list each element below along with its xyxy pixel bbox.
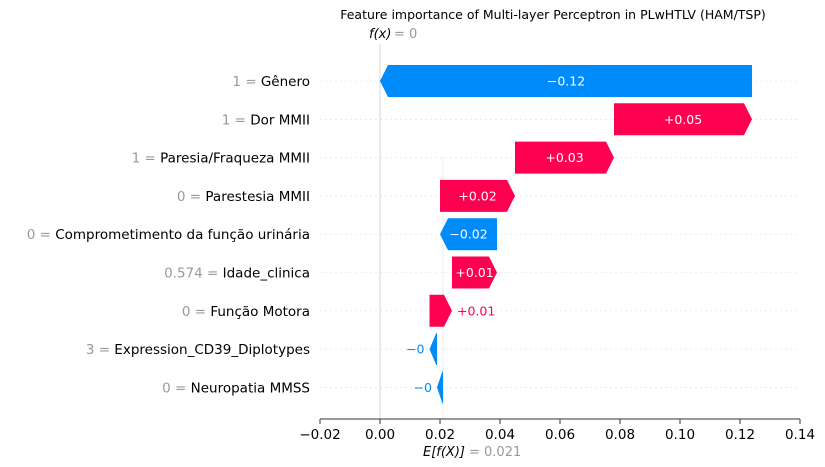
chart-title: Feature importance of Multi-layer Percep… bbox=[340, 7, 766, 22]
feature-name: Neuropatia MMSS bbox=[191, 380, 310, 396]
feature-name: Função Motora bbox=[210, 304, 310, 320]
feature-value: 1 = bbox=[132, 151, 160, 167]
fx-value: = 0 bbox=[394, 27, 417, 42]
bar-value-label: +0.01 bbox=[455, 265, 493, 280]
contribution-bar bbox=[429, 294, 452, 327]
contribution-bar bbox=[440, 179, 515, 212]
feature-label: 3 = Expression_CD39_Diplotypes bbox=[86, 342, 310, 358]
feature-value: 0 = bbox=[162, 380, 190, 396]
feature-label: 0 = Função Motora bbox=[182, 304, 310, 320]
contribution-bar bbox=[380, 65, 752, 97]
bar-value-label: +0.03 bbox=[545, 150, 583, 165]
row-gridlines bbox=[320, 80, 800, 388]
fx-marker: f(x) = 0 bbox=[369, 27, 417, 42]
feature-label: 0 = Parestesia MMII bbox=[177, 189, 310, 205]
contribution-bar bbox=[437, 371, 443, 404]
base-value-marker: E[f(X)] = 0.021 bbox=[423, 445, 521, 460]
bar-value-label: +0.05 bbox=[664, 112, 702, 127]
feature-value: 0.574 = bbox=[164, 266, 223, 282]
x-tick-label: 0.06 bbox=[545, 427, 575, 443]
contribution-bar bbox=[429, 333, 437, 366]
base-value-label: E[f(X)] bbox=[423, 445, 465, 460]
bar-value-label: +0.02 bbox=[458, 188, 496, 203]
x-tick-label: 0.10 bbox=[665, 427, 695, 443]
feature-label: 0 = Neuropatia MMSS bbox=[162, 380, 310, 396]
reference-lines bbox=[379, 44, 444, 419]
fx-label: f(x) bbox=[369, 27, 391, 42]
x-tick-label: 0.14 bbox=[785, 427, 815, 443]
bar-value-label: −0 bbox=[414, 380, 432, 395]
feature-name: Parestesia MMII bbox=[205, 189, 310, 205]
feature-value: 0 = bbox=[177, 189, 205, 205]
feature-label: 1 = Dor MMII bbox=[222, 112, 310, 128]
feature-name: Paresia/Fraqueza MMII bbox=[160, 151, 310, 167]
feature-label: 0 = Comprometimento da função urinária bbox=[27, 227, 310, 243]
feature-value: 1 = bbox=[232, 74, 260, 90]
contribution-bar bbox=[452, 256, 497, 289]
feature-label: 0.574 = Idade_clinica bbox=[164, 266, 310, 282]
x-tick-label: 0.08 bbox=[605, 427, 635, 443]
feature-name: Expression_CD39_Diplotypes bbox=[114, 342, 310, 358]
x-tick-label: 0.02 bbox=[425, 427, 455, 443]
x-axis: −0.02 0.00 0.02 0.04 0.06 0.08 0.10 0.12 0.14 bbox=[299, 418, 815, 443]
contribution-bar bbox=[515, 141, 614, 174]
x-tick-label: −0.02 bbox=[299, 427, 340, 443]
feature-value: 0 = bbox=[27, 227, 55, 243]
bar-value-label: +0.01 bbox=[457, 303, 495, 318]
feature-name: Idade_clinica bbox=[223, 266, 310, 282]
feature-value: 1 = bbox=[222, 112, 250, 128]
contribution-bars: −0.12 +0.05 +0.03 +0.02 −0.02 +0.01 +0.01 −0 −0 bbox=[380, 65, 752, 404]
feature-label: 1 = Paresia/Fraqueza MMII bbox=[132, 151, 310, 167]
feature-label: 1 = Gênero bbox=[232, 74, 310, 90]
bar-value-label: −0.02 bbox=[449, 227, 487, 242]
x-tick-label: 0.12 bbox=[725, 427, 755, 443]
feature-value: 3 = bbox=[86, 342, 114, 358]
bar-value-label: −0 bbox=[406, 342, 424, 357]
feature-name: Dor MMII bbox=[250, 112, 310, 128]
contribution-bar bbox=[440, 218, 497, 251]
contribution-bar bbox=[614, 103, 752, 136]
feature-value: 0 = bbox=[182, 304, 210, 320]
feature-name: Comprometimento da função urinária bbox=[55, 227, 310, 243]
feature-name: Gênero bbox=[261, 74, 310, 90]
base-value-number: = 0.021 bbox=[469, 445, 521, 460]
x-tick-label: 0.04 bbox=[485, 427, 515, 443]
x-tick-label: 0.00 bbox=[365, 427, 395, 443]
bar-value-label: −0.12 bbox=[547, 74, 585, 89]
